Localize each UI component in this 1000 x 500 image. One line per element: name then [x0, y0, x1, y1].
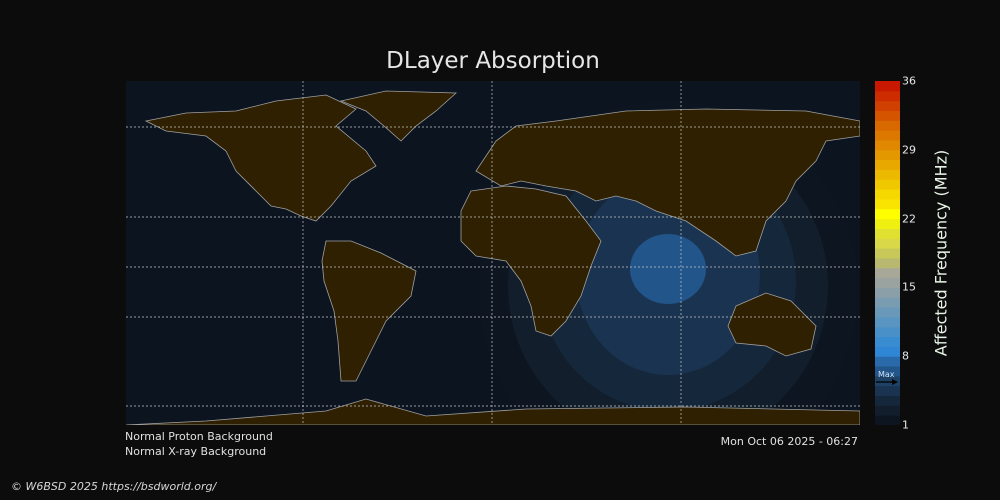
max-marker-label: Max: [878, 370, 895, 379]
colorbar-band: [875, 130, 900, 141]
colorbar-band: [875, 238, 900, 249]
colorbar-band: [875, 90, 900, 102]
colorbar-band: [875, 139, 900, 151]
colorbar-band: [875, 326, 900, 338]
colorbar-band: [875, 336, 900, 347]
australia: [727, 292, 817, 357]
colorbar-band: [875, 277, 900, 288]
max-arrow-icon: [876, 379, 898, 385]
north-america: [144, 94, 377, 222]
colorbar-band: [875, 385, 900, 397]
colorbar-tick: 22: [902, 212, 916, 226]
antarctica: [126, 398, 860, 425]
colorbar-label: Affected Frequency (MHz): [931, 149, 951, 357]
colorbar-tick: 29: [902, 143, 916, 157]
colorbar-band: [875, 415, 900, 425]
colorbar-band: [875, 198, 900, 210]
xray-status: Normal X-ray Background: [125, 445, 267, 458]
colorbar-band: [875, 81, 900, 92]
absorption-level-5: [630, 234, 706, 304]
colorbar-band: [875, 297, 900, 308]
europe-asia: [475, 108, 860, 257]
colorbar: [875, 81, 900, 425]
colorbar-band: [875, 110, 900, 121]
africa: [460, 185, 602, 337]
colorbar-band: [875, 208, 900, 220]
copyright: © W6BSD 2025 https://bsdworld.org/: [11, 480, 217, 493]
colorbar-band: [875, 120, 900, 131]
graticule: [126, 81, 860, 425]
colorbar-band: [875, 366, 900, 377]
colorbar-band: [875, 307, 900, 318]
colorbar-band: [875, 257, 900, 269]
continents: [126, 90, 860, 425]
colorbar-band: [875, 267, 900, 279]
colorbar-band: [875, 100, 900, 111]
colorbar-band: [875, 149, 900, 161]
colorbar-band: [875, 356, 900, 367]
colorbar-band: [875, 375, 900, 387]
colorbar-tick: 1: [902, 418, 909, 432]
colorbar-band: [875, 228, 900, 239]
colorbar-band: [875, 218, 900, 229]
colorbar-tick: 8: [902, 349, 909, 363]
greenland: [339, 90, 458, 142]
world-map: [126, 81, 860, 425]
chart-title: DLayer Absorption: [386, 48, 600, 74]
colorbar-band: [875, 159, 900, 170]
proton-status: Normal Proton Background: [125, 430, 273, 443]
colorbar-tick: 15: [902, 280, 916, 294]
colorbar-band: [875, 316, 900, 328]
colorbar-band: [875, 179, 900, 190]
south-america: [321, 240, 417, 382]
colorbar-band: [875, 405, 900, 416]
colorbar-band: [875, 287, 900, 298]
timestamp: Mon Oct 06 2025 - 06:27: [720, 435, 858, 448]
colorbar-band: [875, 346, 900, 357]
colorbar-band: [875, 248, 900, 259]
colorbar-band: [875, 189, 900, 200]
colorbar-band: [875, 395, 900, 406]
colorbar-band: [875, 169, 900, 180]
colorbar-tick: 36: [902, 74, 916, 88]
